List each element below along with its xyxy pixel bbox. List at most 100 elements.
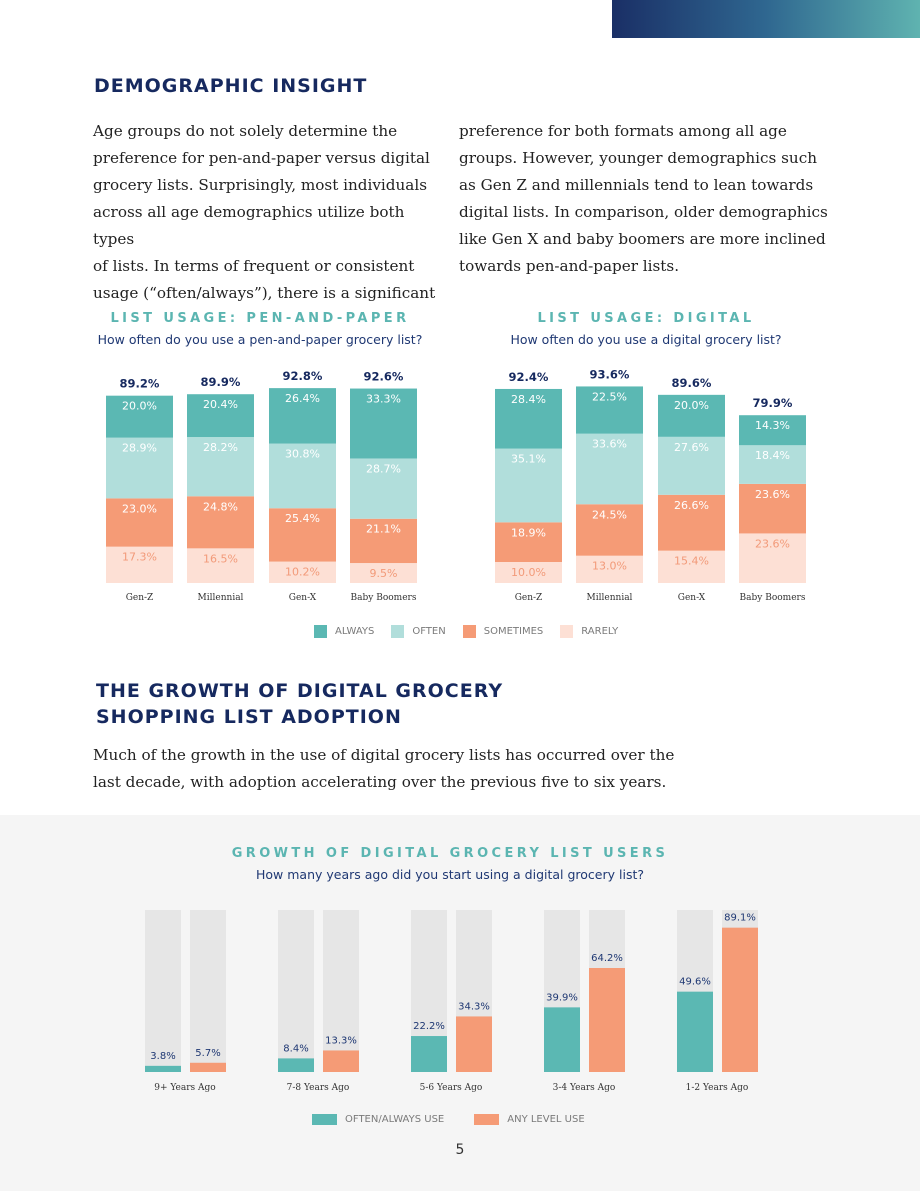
legend-any-level: ANY LEVEL USE: [474, 1114, 585, 1125]
total-label: 89.9%: [201, 375, 241, 389]
value-label-often-always: 3.8%: [150, 1051, 175, 1062]
bar-any-level: [323, 1050, 359, 1072]
category-label: Gen-X: [678, 593, 706, 603]
value-label-any-level: 5.7%: [195, 1048, 220, 1059]
bar-often-always: [411, 1036, 447, 1072]
legend-always-label: ALWAYS: [335, 626, 375, 637]
bar-segment-rarely: [106, 546, 173, 583]
segment-label-always: 28.4%: [511, 393, 546, 406]
legend-sometimes: SOMETIMES: [462, 625, 543, 638]
value-label-any-level: 13.3%: [325, 1035, 357, 1046]
segment-label-often: 30.8%: [285, 448, 320, 461]
segment-label-rarely: 16.5%: [203, 552, 238, 565]
segment-label-sometimes: 23.6%: [755, 488, 790, 501]
bar-segment-often: [350, 458, 417, 519]
legend-often-always-swatch: [312, 1114, 337, 1125]
segment-label-rarely: 15.4%: [674, 555, 709, 568]
segment-label-rarely: 10.0%: [511, 566, 546, 579]
bar-segment-rarely: [187, 548, 254, 583]
bar-background: [190, 910, 226, 1072]
bar-segment-rarely: [576, 555, 643, 583]
bar-segment-often: [576, 433, 643, 505]
category-label: 9+ Years Ago: [154, 1083, 215, 1093]
segment-label-rarely: 13.0%: [592, 560, 627, 573]
bar-often-always: [145, 1065, 181, 1072]
legend-always-swatch: [314, 625, 327, 638]
text-line: Much of the growth in the use of digital…: [93, 746, 675, 764]
segment-label-often: 35.1%: [511, 453, 546, 466]
section-title-growth-line2: SHOPPING LIST ADOPTION: [96, 706, 402, 728]
legend-sometimes-swatch: [462, 625, 476, 638]
demographic-text-col1: Age groups do not solely determine the p…: [93, 118, 438, 307]
segment-label-always: 20.0%: [674, 399, 709, 412]
legend-any-level-label: ANY LEVEL USE: [507, 1114, 585, 1125]
text-line: as Gen Z and millennials tend to lean to…: [459, 176, 814, 194]
bar-segment-sometimes: [350, 518, 417, 564]
value-label-often-always: 39.9%: [546, 992, 578, 1003]
text-line: preference for pen-and-paper versus digi…: [93, 149, 430, 167]
segment-label-always: 33.3%: [366, 393, 401, 406]
bar-segment-always: [187, 394, 254, 438]
text-line: last decade, with adoption accelerating …: [93, 773, 667, 791]
legend-rarely-label: RARELY: [581, 626, 619, 637]
segment-label-sometimes: 24.5%: [592, 508, 627, 521]
bar-background: [323, 910, 359, 1072]
segment-label-rarely: 10.2%: [285, 566, 320, 579]
bar-segment-always: [269, 388, 336, 444]
growth-text: Much of the growth in the use of digital…: [93, 742, 733, 796]
segment-label-often: 27.6%: [674, 441, 709, 454]
legend-often-label: OFTEN: [412, 626, 446, 637]
segment-label-always: 20.0%: [122, 400, 157, 413]
category-label: 5-6 Years Ago: [420, 1083, 483, 1093]
usage-legend: ALWAYS OFTEN SOMETIMES RARELY: [314, 625, 618, 638]
bar-often-always: [278, 1058, 314, 1072]
segment-label-often: 28.2%: [203, 441, 238, 454]
legend-often-swatch: [391, 625, 405, 638]
category-label: 3-4 Years Ago: [553, 1083, 616, 1093]
segment-label-sometimes: 21.1%: [366, 523, 401, 536]
text-line: preference for both formats among all ag…: [459, 122, 787, 140]
text-line: Age groups do not solely determine the: [93, 122, 398, 140]
section-title-growth: THE GROWTH OF DIGITAL GROCERY SHOPPING L…: [96, 678, 503, 730]
text-line: grocery lists. Surprisingly, most indivi…: [93, 176, 427, 194]
total-label: 79.9%: [753, 396, 793, 410]
bar-segment-sometimes: [576, 504, 643, 556]
digital-chart-subtitle: How often do you use a digital grocery l…: [510, 332, 782, 347]
bar-any-level: [722, 927, 758, 1072]
bar-segment-always: [576, 386, 643, 434]
bar-segment-always: [350, 388, 417, 459]
pen-paper-chart-title: LIST USAGE: PEN-AND-PAPER: [110, 311, 410, 326]
bar-segment-sometimes: [187, 496, 254, 549]
total-label: 89.6%: [672, 376, 712, 390]
segment-label-often: 18.4%: [755, 449, 790, 462]
growth-legend: OFTEN/ALWAYS USE ANY LEVEL USE: [312, 1114, 585, 1125]
legend-rarely: RARELY: [560, 625, 618, 638]
segment-label-rarely: 17.3%: [122, 551, 157, 564]
segment-label-always: 26.4%: [285, 392, 320, 405]
bar-any-level: [456, 1016, 492, 1072]
segment-label-sometimes: 24.8%: [203, 500, 238, 513]
text-line: towards pen-and-paper lists.: [459, 257, 680, 275]
bar-segment-often: [187, 437, 254, 497]
category-label: 7-8 Years Ago: [287, 1083, 350, 1093]
legend-rarely-swatch: [560, 625, 574, 638]
bar-segment-often: [269, 443, 336, 509]
bar-segment-rarely: [350, 563, 417, 583]
total-label: 92.8%: [283, 369, 323, 383]
total-label: 89.2%: [120, 377, 160, 391]
bar-segment-rarely: [739, 533, 806, 583]
category-label: Gen-Z: [515, 593, 543, 603]
segment-label-often: 28.9%: [122, 442, 157, 455]
bar-segment-sometimes: [658, 494, 725, 551]
value-label-any-level: 89.1%: [724, 913, 756, 924]
category-label: Millennial: [198, 593, 244, 603]
bar-background: [278, 910, 314, 1072]
bar-segment-always: [739, 415, 806, 446]
segment-label-rarely: 23.6%: [755, 537, 790, 550]
text-line: usage (“often/always”), there is a signi…: [93, 284, 436, 302]
bar-segment-sometimes: [739, 483, 806, 534]
legend-any-level-swatch: [474, 1114, 500, 1125]
